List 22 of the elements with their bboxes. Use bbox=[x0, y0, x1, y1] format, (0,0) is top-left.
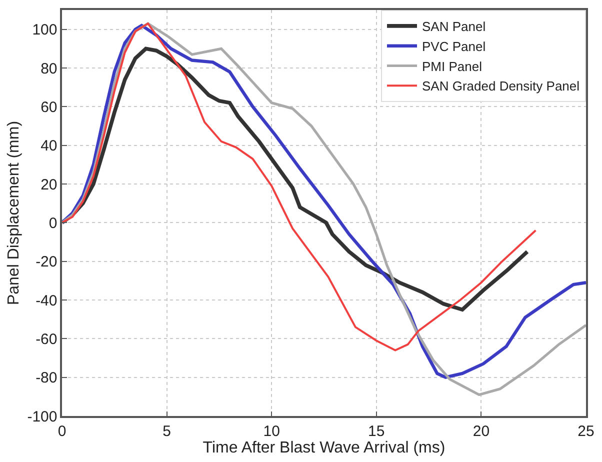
x-tick-label: 25 bbox=[578, 422, 594, 440]
legend-label: PVC Panel bbox=[422, 38, 486, 54]
x-tick-label: 5 bbox=[162, 422, 171, 440]
y-tick-label: -20 bbox=[36, 254, 58, 271]
y-tick-label: 80 bbox=[40, 60, 58, 78]
y-tick-label: 100 bbox=[32, 22, 58, 39]
y-tick-label: 0 bbox=[48, 214, 58, 232]
y-axis-title: Panel Displacement (mm) bbox=[6, 120, 23, 306]
legend-label: SAN Panel bbox=[422, 19, 486, 34]
legend-label: SAN Graded Density Panel bbox=[422, 78, 580, 94]
y-tick-label: -40 bbox=[36, 292, 58, 310]
y-tick-label: 20 bbox=[40, 176, 58, 194]
legend-label: PMI Panel bbox=[422, 58, 482, 74]
y-tick-label: -100 bbox=[27, 408, 58, 426]
x-tick-label: 15 bbox=[368, 422, 385, 440]
x-tick-label: 20 bbox=[472, 422, 490, 440]
y-tick-label: -60 bbox=[36, 330, 58, 348]
y-tick-label: 40 bbox=[40, 138, 58, 155]
y-tick-label: -80 bbox=[36, 370, 58, 387]
x-axis-title: Time After Blast Wave Arrival (ms) bbox=[202, 440, 446, 457]
y-tick-label: 60 bbox=[40, 98, 58, 116]
x-tick-label: 10 bbox=[263, 422, 280, 440]
